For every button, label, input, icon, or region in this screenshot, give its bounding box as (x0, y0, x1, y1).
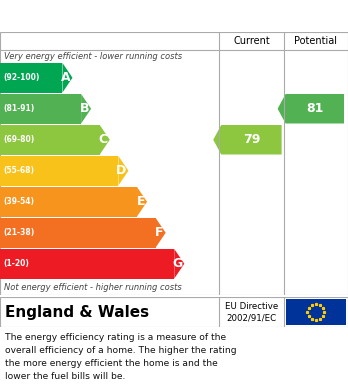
Text: (1-20): (1-20) (3, 259, 29, 268)
Text: 79: 79 (243, 133, 260, 146)
Text: D: D (116, 164, 126, 177)
Text: (39-54): (39-54) (3, 197, 34, 206)
Polygon shape (81, 94, 91, 124)
Bar (0, 187, 137, 217)
Bar (0, 218, 156, 248)
Text: Potential: Potential (294, 36, 337, 46)
Text: G: G (172, 257, 182, 270)
Polygon shape (118, 156, 128, 185)
Polygon shape (213, 125, 282, 154)
Text: Very energy efficient - lower running costs: Very energy efficient - lower running co… (4, 52, 182, 61)
Text: The energy efficiency rating is a measure of the
overall efficiency of a home. T: The energy efficiency rating is a measur… (5, 333, 237, 380)
Text: (21-38): (21-38) (3, 228, 34, 237)
Text: A: A (61, 71, 71, 84)
Bar (0, 125, 100, 154)
Text: Energy Efficiency Rating: Energy Efficiency Rating (5, 7, 234, 25)
Polygon shape (278, 94, 344, 124)
Bar (0, 94, 81, 124)
Bar (0, 249, 174, 278)
Polygon shape (156, 218, 166, 248)
Text: (81-91): (81-91) (3, 104, 34, 113)
Bar (286, 299, 346, 325)
Text: (92-100): (92-100) (3, 73, 39, 82)
Bar (0, 63, 63, 93)
Bar (0, 156, 118, 185)
Text: England & Wales: England & Wales (5, 305, 149, 319)
Text: F: F (155, 226, 164, 239)
Text: 81: 81 (306, 102, 324, 115)
Polygon shape (63, 63, 72, 93)
Polygon shape (174, 249, 184, 278)
Text: EU Directive
2002/91/EC: EU Directive 2002/91/EC (225, 302, 278, 322)
Text: Current: Current (233, 36, 270, 46)
Text: B: B (80, 102, 89, 115)
Text: (69-80): (69-80) (3, 135, 34, 144)
Text: E: E (136, 195, 145, 208)
Text: Not energy efficient - higher running costs: Not energy efficient - higher running co… (4, 283, 182, 292)
Polygon shape (137, 187, 147, 217)
Polygon shape (100, 125, 110, 154)
Text: (55-68): (55-68) (3, 166, 34, 175)
Text: C: C (98, 133, 108, 146)
